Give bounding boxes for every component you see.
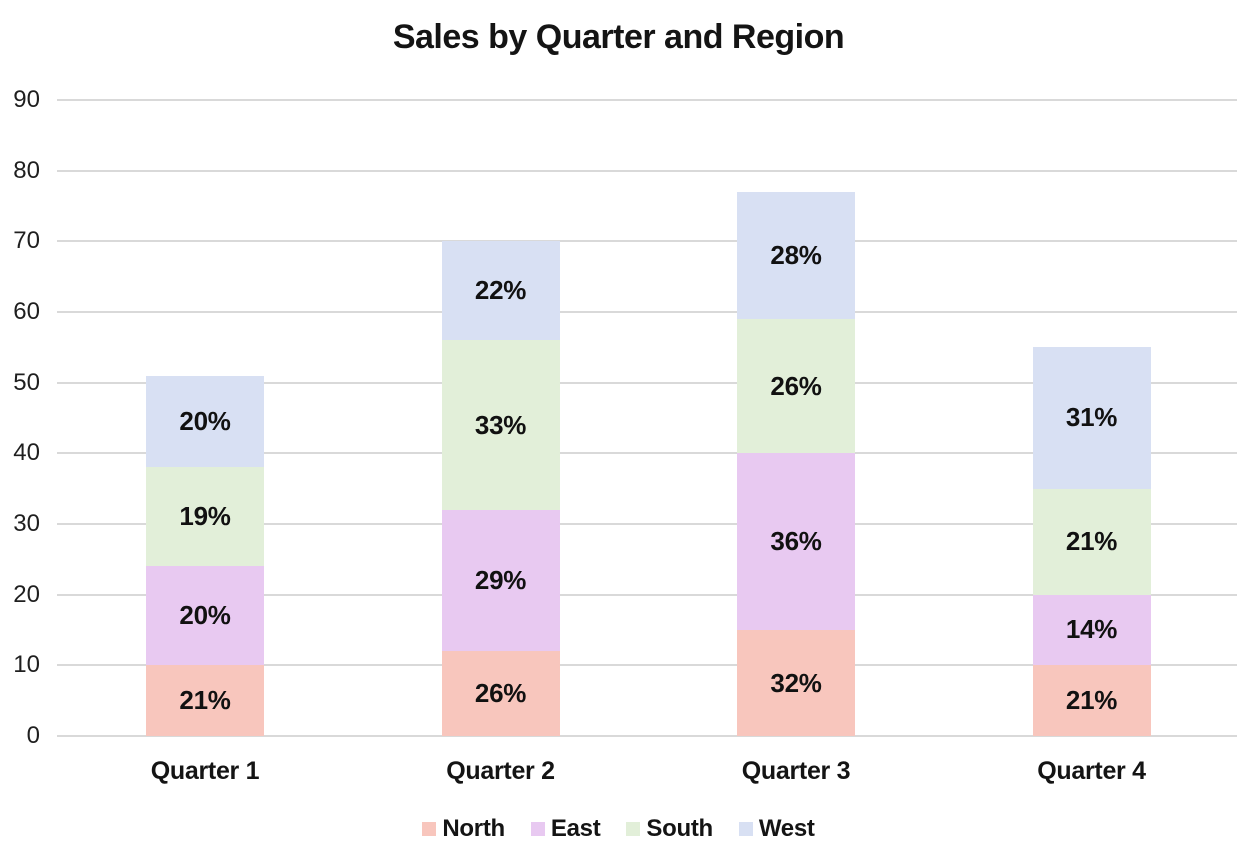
legend-swatch-south-icon <box>626 822 641 836</box>
segment-data-label: 26% <box>770 370 822 401</box>
y-axis-tick-label-80: 80 <box>13 156 40 184</box>
bar-segment-q3-north: 32% <box>737 630 855 736</box>
segment-data-label: 20% <box>179 600 231 631</box>
y-axis-tick-label-90: 90 <box>13 86 40 113</box>
legend-swatch-east-icon <box>530 822 545 836</box>
segment-data-label: 31% <box>1065 402 1118 433</box>
bar-segment-q3-west: 28% <box>737 191 855 320</box>
segment-data-label: 29% <box>474 565 527 596</box>
bar-segment-q2-north: 26% <box>441 651 560 736</box>
gridline-y-70 <box>57 240 1237 243</box>
legend-label-north: North <box>442 815 505 842</box>
gridline-y-40 <box>57 452 1237 455</box>
y-axis-tick-label-10: 10 <box>13 651 40 679</box>
bar-segment-q4-west: 31% <box>1032 347 1151 489</box>
gridline-y-90 <box>57 99 1237 101</box>
legend-swatch-west-icon <box>738 822 753 836</box>
bar-segment-q3-south: 26% <box>737 319 855 454</box>
bar-segment-q1-south: 19% <box>146 467 264 567</box>
bar-segment-q2-east: 29% <box>441 509 560 652</box>
legend-label-west: West <box>758 815 815 842</box>
y-axis-tick-label-50: 50 <box>13 368 40 396</box>
bar-segment-q4-south: 21% <box>1032 488 1151 595</box>
legend-item-east: East <box>530 815 601 842</box>
bar-segment-q4-east: 14% <box>1032 594 1151 666</box>
gridline-y-10 <box>57 664 1237 667</box>
y-axis-tick-label-30: 30 <box>13 510 40 537</box>
segment-data-label: 21% <box>179 685 231 716</box>
gridline-y-30 <box>57 523 1237 525</box>
y-axis-tick-label-70: 70 <box>13 227 40 255</box>
x-axis-category-label-4: Quarter 4 <box>1037 757 1146 785</box>
bar-segment-q1-east: 20% <box>146 566 264 666</box>
segment-data-label: 32% <box>770 667 822 698</box>
segment-data-label: 33% <box>474 409 527 440</box>
segment-data-label: 14% <box>1065 614 1118 645</box>
segment-data-label: 26% <box>474 678 527 709</box>
bar-segment-q2-south: 33% <box>441 340 560 510</box>
gridline-y-60 <box>57 311 1237 313</box>
legend-label-south: South <box>646 815 713 842</box>
segment-data-label: 28% <box>770 239 822 270</box>
legend-item-west: West <box>738 815 815 842</box>
gridline-y-20 <box>57 593 1237 596</box>
gridline-y-80 <box>57 169 1237 172</box>
gridline-y-50 <box>57 381 1237 384</box>
bar-segment-q1-west: 20% <box>146 375 264 468</box>
x-axis-category-label-3: Quarter 3 <box>741 757 851 785</box>
segment-data-label: 36% <box>770 526 822 557</box>
y-axis-tick-label-20: 20 <box>13 580 40 608</box>
legend-item-north: North <box>422 817 505 841</box>
x-axis-category-label-1: Quarter 1 <box>150 757 260 785</box>
chart-legend: North East South West <box>0 817 1237 841</box>
chart-title: Sales by Quarter and Region <box>392 18 845 56</box>
legend-item-south: South <box>626 815 713 842</box>
y-axis-tick-label-40: 40 <box>13 439 40 467</box>
segment-data-label: 21% <box>1065 685 1118 716</box>
segment-data-label: 21% <box>1065 526 1118 557</box>
segment-data-label: 20% <box>179 406 231 437</box>
segment-data-label: 22% <box>474 275 527 306</box>
y-axis-tick-label-0: 0 <box>26 722 40 749</box>
bar-segment-q2-west: 22% <box>441 241 560 341</box>
legend-label-east: East <box>550 815 601 842</box>
x-axis-category-label-2: Quarter 2 <box>446 757 555 785</box>
bar-segment-q1-north: 21% <box>146 665 264 736</box>
bar-segment-q4-north: 21% <box>1032 665 1151 736</box>
segment-data-label: 19% <box>179 501 231 532</box>
y-axis-tick-label-60: 60 <box>13 298 40 325</box>
gridline-y-0 <box>57 735 1237 737</box>
legend-swatch-north-icon <box>422 822 437 836</box>
bar-segment-q3-east: 36% <box>737 453 855 630</box>
